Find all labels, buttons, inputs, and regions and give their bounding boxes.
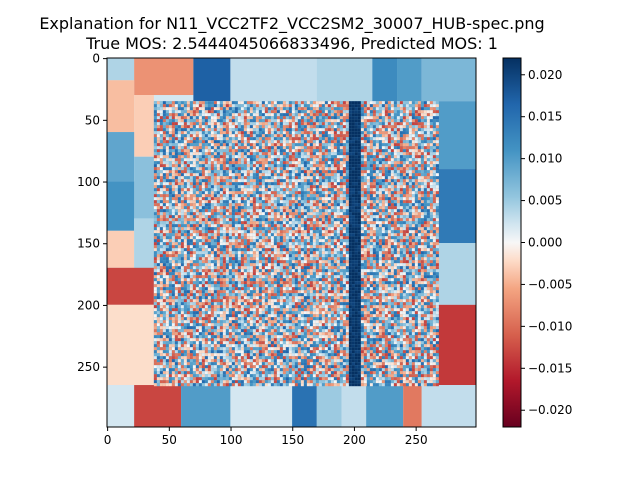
heatmap-segment (230, 58, 317, 102)
colorbar-tick-label: 0.015 (528, 110, 562, 124)
plot-frame (106, 57, 477, 428)
heatmap-segment (181, 385, 231, 427)
inner-detail-layer (153, 101, 439, 387)
heatmap-segment (134, 385, 182, 427)
heatmap-segment (421, 58, 476, 102)
heatmap-segment (134, 218, 154, 274)
heatmap-segment (437, 304, 476, 386)
y-tick-label: 250 (77, 360, 100, 374)
heatmap-segment (403, 385, 422, 427)
heatmap-segment (107, 80, 135, 133)
heatmap-segment (193, 58, 231, 102)
x-tick-label: 100 (220, 433, 243, 447)
x-tick-label: 150 (281, 433, 304, 447)
x-tick-label: 0 (104, 433, 112, 447)
y-tick-label: 150 (77, 237, 100, 251)
x-tick-label: 50 (162, 433, 177, 447)
colorbar-tick-label: 0.005 (528, 194, 562, 208)
heatmap-segment (437, 101, 476, 170)
heatmap-segment (134, 58, 194, 96)
heatmap-segment (421, 385, 476, 427)
colorbar-tick-label: −0.010 (528, 319, 572, 333)
x-tick-label: 250 (405, 433, 428, 447)
colorbar-tick-label: −0.015 (528, 361, 572, 375)
heatmap-segment (134, 156, 154, 219)
heatmap-segment (134, 95, 154, 157)
x-axis: 0 50 100 150 200 250 (104, 427, 428, 447)
heatmap-segment (316, 385, 342, 427)
heatmap-segment (107, 267, 154, 305)
y-axis: 0 50 100 150 200 250 (77, 52, 107, 374)
y-tick-label: 100 (77, 175, 100, 189)
colorbar-tick-label: −0.020 (528, 403, 572, 417)
heatmap-segment (437, 169, 476, 244)
chart-title-line1: Explanation for N11_VCC2TF2_VCC2SM2_3000… (39, 14, 544, 34)
heatmap-segment (292, 385, 317, 427)
heatmap-segment (107, 58, 135, 81)
colorbar-tick-label: −0.005 (528, 277, 572, 291)
heatmap-segment (107, 132, 135, 182)
heatmap-segment (107, 304, 154, 386)
colorbar-tick-label: 0.020 (528, 68, 562, 82)
colorbar-tick-label: 0.010 (528, 152, 562, 166)
colorbar (502, 57, 522, 428)
y-tick-label: 0 (92, 52, 100, 66)
chart-title-line2: True MOS: 2.5444045066833496, Predicted … (85, 34, 498, 53)
heatmap-segment (107, 385, 135, 427)
heatmap-segment (372, 58, 398, 102)
y-tick-label: 50 (85, 113, 100, 127)
x-tick-label: 200 (343, 433, 366, 447)
heatmap-segment (366, 385, 404, 427)
colorbar-axis: 0.020 0.015 0.010 0.005 0.000 −0.005 −0.010 −0.… (521, 68, 572, 417)
plot-area (107, 58, 476, 427)
heatmap-segment (341, 385, 367, 427)
heatmap-segment (397, 58, 422, 102)
heatmap-segment (230, 385, 293, 427)
heatmap-segment (107, 230, 135, 268)
heatmap-segment (437, 243, 476, 305)
colorbar-tick-label: 0.000 (528, 236, 562, 250)
heatmap-segment (316, 58, 373, 102)
y-tick-label: 200 (77, 298, 100, 312)
heatmap-segment (107, 181, 135, 231)
